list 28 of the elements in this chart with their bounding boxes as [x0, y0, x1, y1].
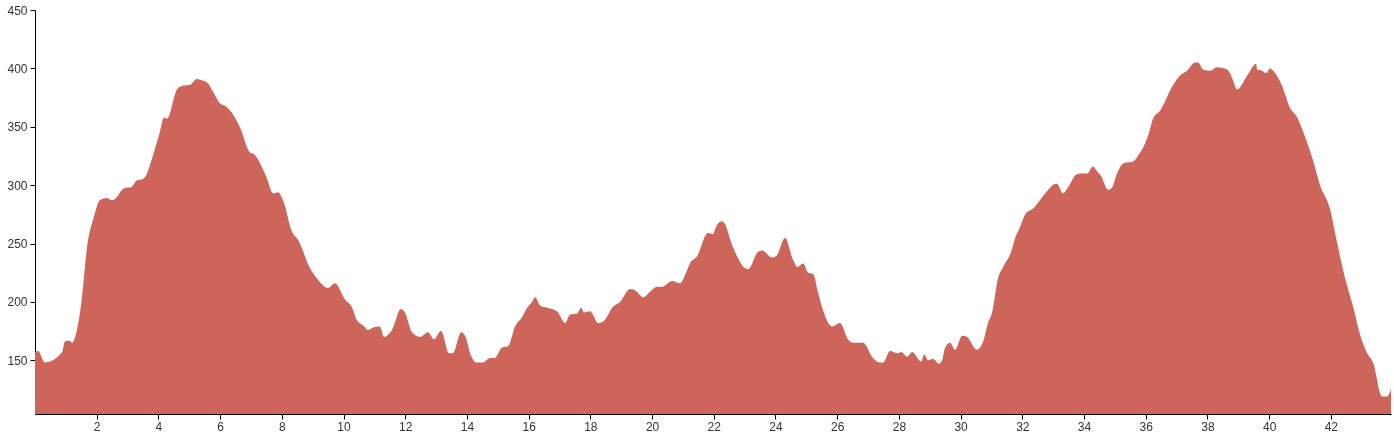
x-tick-label: 12	[399, 419, 413, 434]
x-tick-label: 18	[584, 419, 598, 434]
y-tick-label: 350	[7, 120, 28, 135]
y-tick-label: 200	[7, 295, 28, 310]
y-tick-label: 300	[7, 178, 28, 193]
x-tick-label: 34	[1077, 419, 1092, 434]
x-tick-label: 30	[954, 419, 969, 434]
x-tick-label: 38	[1201, 419, 1215, 434]
x-tick-label: 42	[1324, 419, 1339, 434]
x-tick-label: 8	[278, 419, 286, 434]
x-tick-label: 14	[460, 419, 475, 434]
x-tick-label: 20	[645, 419, 660, 434]
x-tick-label: 2	[93, 419, 101, 434]
x-tick-label: 36	[1139, 419, 1154, 434]
x-tick-label: 32	[1016, 419, 1030, 434]
y-tick-label: 450	[7, 3, 28, 18]
x-tick-label: 24	[769, 419, 783, 434]
y-tick-label: 150	[7, 353, 28, 368]
y-tick-label: 400	[7, 61, 28, 76]
x-tick-label: 6	[217, 419, 225, 434]
x-tick-label: 10	[337, 419, 352, 434]
x-tick-label: 22	[707, 419, 722, 434]
x-tick-label: 28	[892, 419, 907, 434]
y-tick-label: 250	[7, 237, 28, 252]
x-tick-label: 40	[1262, 419, 1277, 434]
x-tick-label: 26	[831, 419, 845, 434]
x-tick-label: 4	[155, 419, 163, 434]
x-tick-label: 16	[522, 419, 537, 434]
